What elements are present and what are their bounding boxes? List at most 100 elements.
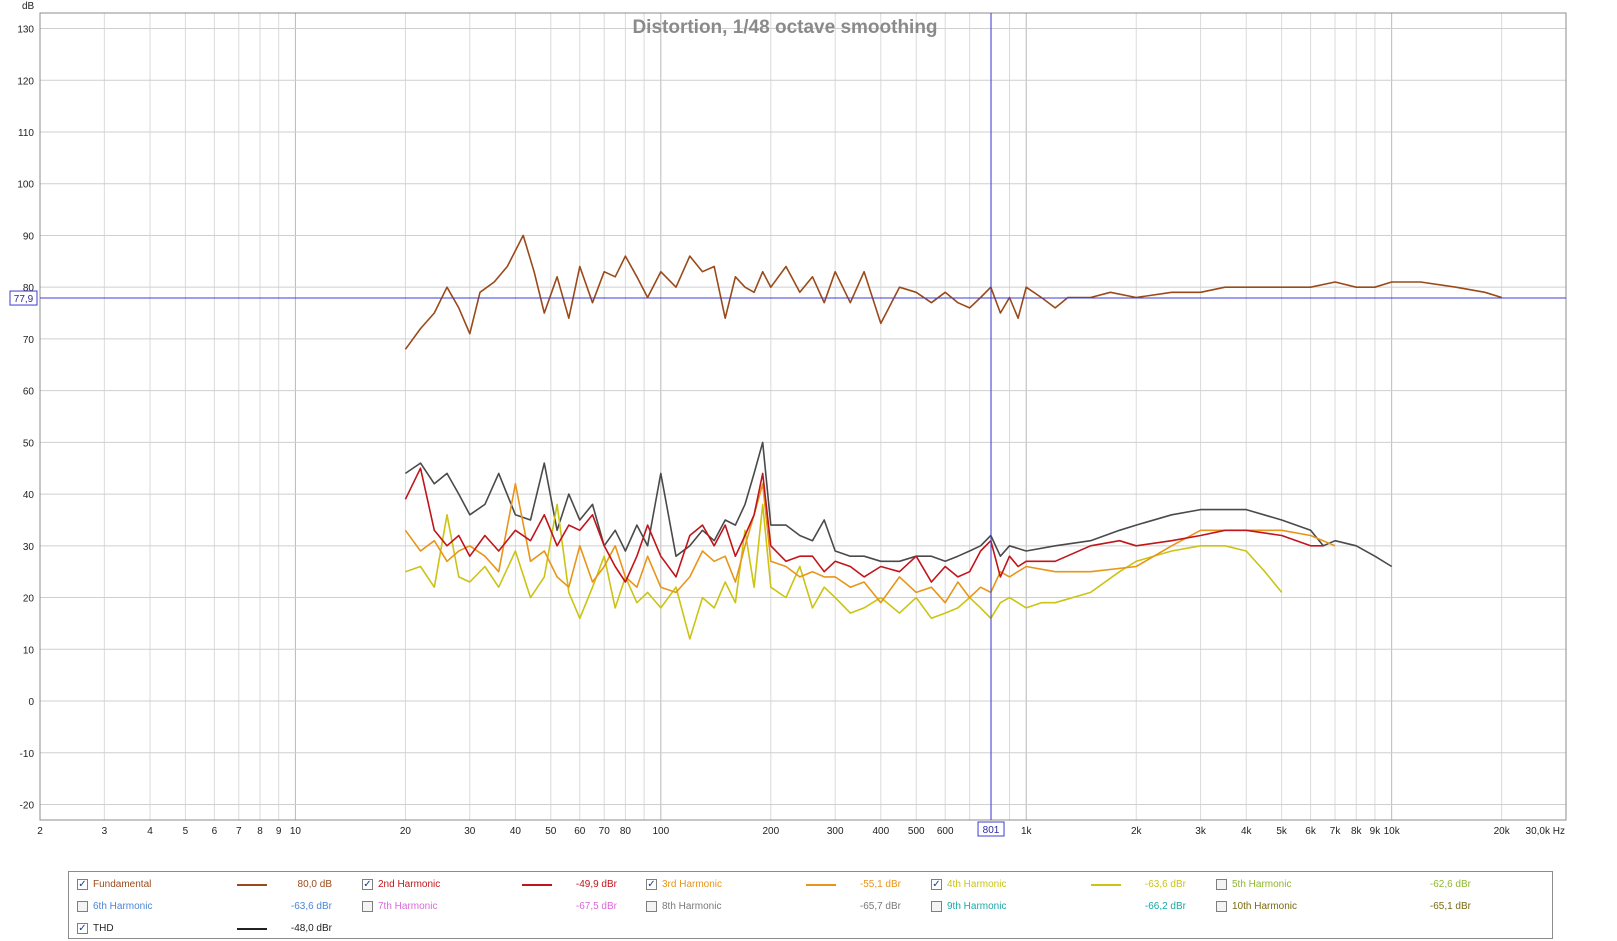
x-tick-label: 3k xyxy=(1195,826,1207,837)
x-tick-label: 80 xyxy=(620,826,632,837)
legend-label: 4th Harmonic xyxy=(947,879,1007,890)
x-tick-label: 7k xyxy=(1330,826,1342,837)
x-tick-label: 6 xyxy=(212,826,218,837)
cursor-x-box xyxy=(977,821,1005,837)
legend-label: 9th Harmonic xyxy=(947,901,1007,912)
legend-item-3rd-harmonic[interactable]: ✓ 3rd Harmonic -55,1 dBr xyxy=(646,877,901,893)
legend-value: -62,6 dBr xyxy=(1429,879,1471,890)
x-tick-label: 300 xyxy=(827,826,844,837)
x-axis: 2 3 4 5 6 7 8 9 10 20 30 40 50 60 70 80 100 200 300 400 500 6… xyxy=(37,826,1565,837)
legend-item-5th-harmonic[interactable]: ✓ 5th Harmonic -62,6 dBr xyxy=(1216,877,1471,893)
x-tick-label: 9k xyxy=(1370,826,1382,837)
legend-item-9th-harmonic[interactable]: ✓ 9th Harmonic -66,2 dBr xyxy=(931,899,1186,915)
x-tick-label: 60 xyxy=(574,826,586,837)
legend-item-thd[interactable]: ✓ THD -48,0 dBr xyxy=(77,921,332,937)
x-tick-label: 70 xyxy=(599,826,611,837)
legend-checkbox[interactable]: ✓ xyxy=(77,879,88,890)
legend-checkbox[interactable]: ✓ xyxy=(77,923,88,934)
series-line-2nd-harmonic xyxy=(404,467,1324,583)
x-tick-label: 600 xyxy=(937,826,954,837)
x-tick-label: 8 xyxy=(257,826,263,837)
x-tick-label: 6k xyxy=(1305,826,1317,837)
y-tick-label: 110 xyxy=(18,128,34,139)
y-tick-label: 130 xyxy=(17,25,34,36)
y-tick-label: 100 xyxy=(17,180,34,191)
legend-item-6th-harmonic[interactable]: ✓ 6th Harmonic -63,6 dBr xyxy=(77,899,332,915)
legend-label: 2nd Harmonic xyxy=(378,879,441,890)
x-tick-label: 7 xyxy=(236,826,242,837)
legend-value: -63,6 dBr xyxy=(290,901,332,912)
x-tick-label: 4k xyxy=(1241,826,1253,837)
series-line-thd xyxy=(404,441,1393,568)
legend-value: -49,9 dBr xyxy=(575,879,617,890)
x-tick-label: 5k xyxy=(1276,826,1288,837)
legend-value: -55,1 dBr xyxy=(859,879,901,890)
legend-checkbox[interactable]: ✓ xyxy=(931,879,942,890)
x-tick-label: 2 xyxy=(37,826,43,837)
legend-label: 10th Harmonic xyxy=(1232,901,1298,912)
legend-label: THD xyxy=(93,923,114,934)
series-layer xyxy=(404,234,1502,640)
legend-item-2nd-harmonic[interactable]: ✓ 2nd Harmonic -49,9 dBr xyxy=(362,877,617,893)
x-tick-label: 500 xyxy=(908,826,925,837)
legend-item-4th-harmonic[interactable]: ✓ 4th Harmonic -63,6 dBr xyxy=(931,877,1186,893)
legend-checkbox[interactable]: ✓ xyxy=(931,901,942,912)
y-tick-label: 0 xyxy=(28,697,34,708)
legend-checkbox[interactable]: ✓ xyxy=(646,901,657,912)
legend-checkbox[interactable]: ✓ xyxy=(1216,879,1227,890)
legend-label: Fundamental xyxy=(93,879,152,890)
x-tick-label: 10k xyxy=(1384,826,1401,837)
cursor-y-label: 77,9 xyxy=(14,294,34,305)
x-tick-label: 30 xyxy=(464,826,476,837)
legend-value: -63,6 dBr xyxy=(1144,879,1186,890)
cursor-x-label: 801 xyxy=(983,825,1000,836)
legend-item-fundamental[interactable]: ✓ Fundamental 80,0 dB xyxy=(77,877,332,893)
x-tick-label: 3 xyxy=(102,826,108,837)
legend-item-7th-harmonic[interactable]: ✓ 7th Harmonic -67,5 dBr xyxy=(362,899,617,915)
series-line-fundamental xyxy=(404,234,1502,350)
x-tick-label: 400 xyxy=(872,826,889,837)
x-tick-label: 2k xyxy=(1131,826,1143,837)
legend-value: -65,1 dBr xyxy=(1429,901,1471,912)
legend-label: 6th Harmonic xyxy=(93,901,153,912)
legend-value: -67,5 dBr xyxy=(575,901,617,912)
y-tick-label: 30 xyxy=(23,542,35,553)
cursor-y-box xyxy=(9,290,38,306)
legend-checkbox[interactable]: ✓ xyxy=(77,901,88,912)
y-tick-label: 80 xyxy=(23,283,35,294)
legend-swatch xyxy=(237,928,267,930)
cursor[interactable]: 801 77,9 xyxy=(9,13,1566,837)
x-tick-label: 4 xyxy=(147,826,153,837)
legend-label: 3rd Harmonic xyxy=(662,879,723,890)
y-tick-label: 10 xyxy=(23,645,35,656)
legend-value: -48,0 dBr xyxy=(290,923,332,934)
legend-checkbox[interactable]: ✓ xyxy=(362,879,373,890)
chart-title: Distortion, 1/48 octave smoothing xyxy=(632,17,937,38)
legend-item-8th-harmonic[interactable]: ✓ 8th Harmonic -65,7 dBr xyxy=(646,899,901,915)
legend-checkbox[interactable]: ✓ xyxy=(1216,901,1227,912)
legend-label: 5th Harmonic xyxy=(1232,879,1292,890)
x-tick-label: 1k xyxy=(1021,826,1033,837)
legend-swatch xyxy=(806,884,836,886)
y-tick-label: 50 xyxy=(23,438,35,449)
legend-checkbox[interactable]: ✓ xyxy=(646,879,657,890)
legend-value: -66,2 dBr xyxy=(1144,901,1186,912)
legend-checkbox[interactable]: ✓ xyxy=(362,901,373,912)
x-tick-label: 40 xyxy=(510,826,522,837)
y-tick-label: 120 xyxy=(17,76,34,87)
x-tick-label: 5 xyxy=(183,826,189,837)
y-tick-label: 20 xyxy=(23,594,35,605)
y-tick-label: 90 xyxy=(23,231,35,242)
legend-swatch xyxy=(237,884,267,886)
legend: ✓ Fundamental 80,0 dB ✓ 2nd Harmonic -49,9 dB… xyxy=(68,871,1553,939)
x-tick-label: 8k xyxy=(1351,826,1363,837)
x-tick-label: 50 xyxy=(545,826,557,837)
y-tick-label: 70 xyxy=(23,335,35,346)
y-tick-label: 60 xyxy=(23,387,35,398)
legend-value: 80,0 dB xyxy=(297,879,332,890)
y-tick-label: 40 xyxy=(23,490,35,501)
legend-value: -65,7 dBr xyxy=(859,901,901,912)
legend-item-10th-harmonic[interactable]: ✓ 10th Harmonic -65,1 dBr xyxy=(1216,899,1471,915)
y-tick-label: -20 xyxy=(20,800,35,811)
